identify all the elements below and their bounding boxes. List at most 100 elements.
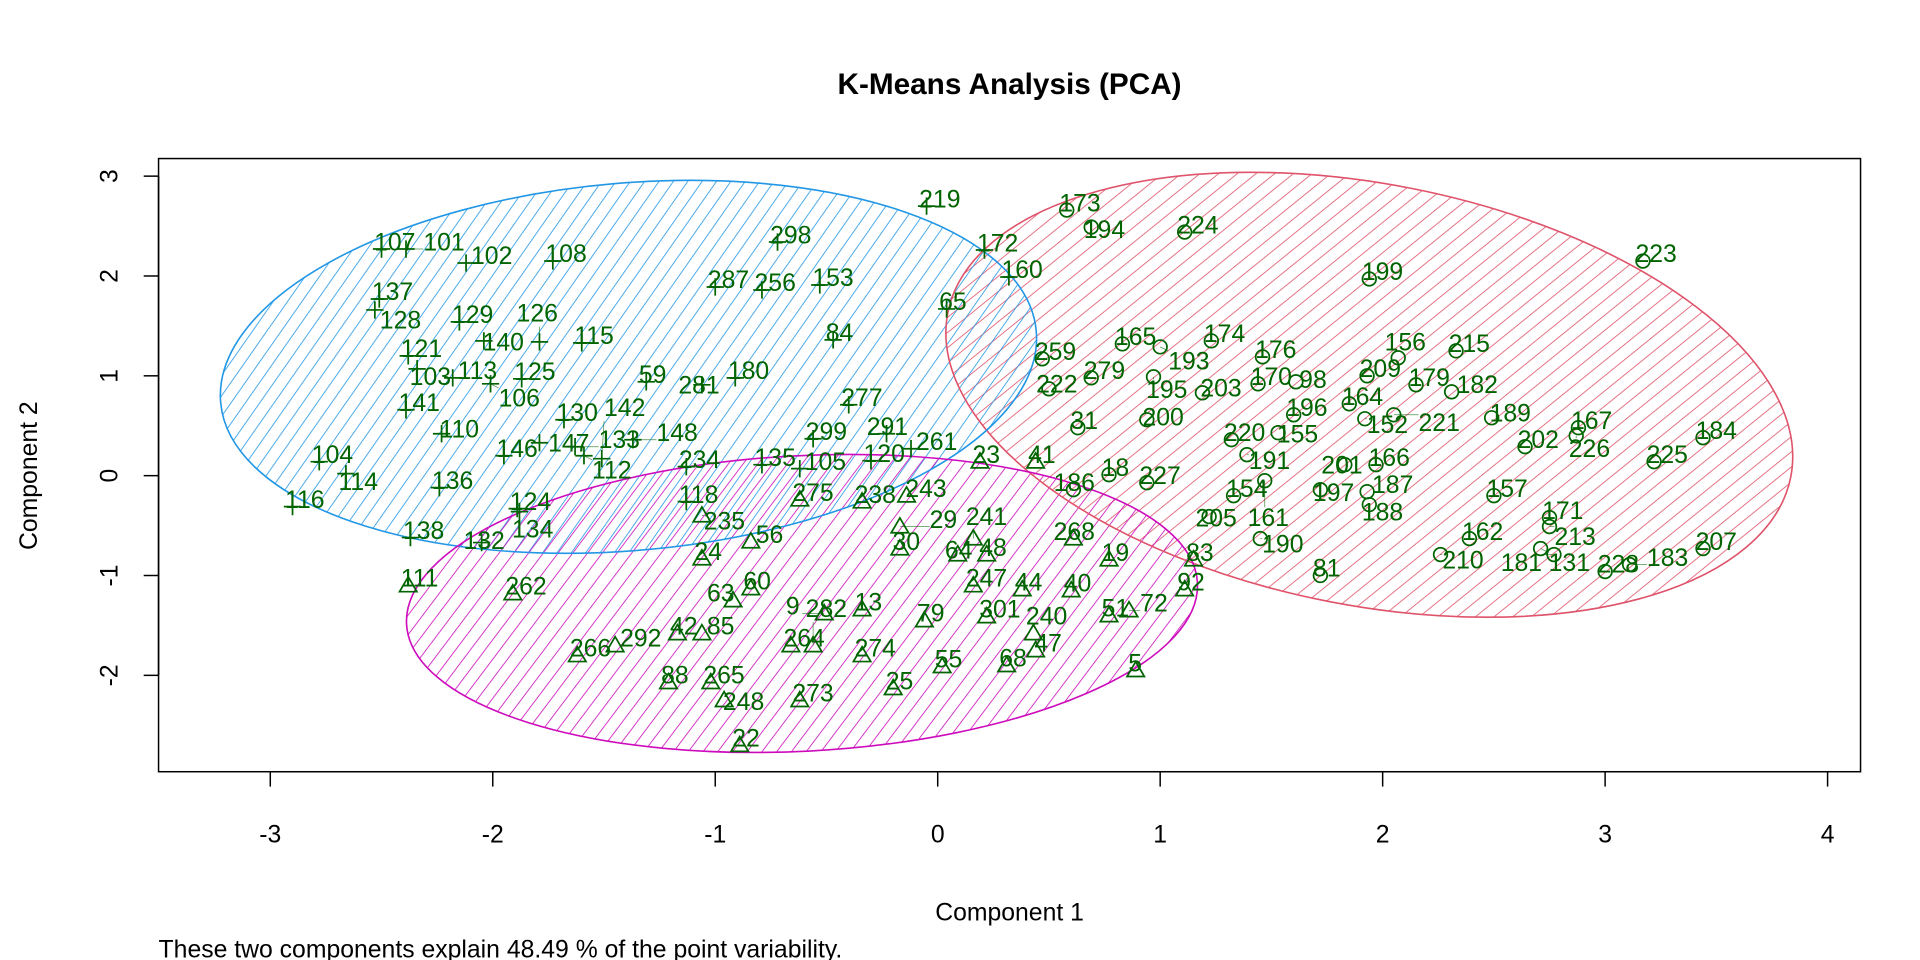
point-label: 64 <box>945 537 973 564</box>
data-point <box>398 575 419 593</box>
data-point <box>495 447 513 465</box>
data-point <box>1635 253 1651 269</box>
data-point <box>1201 508 1217 525</box>
triangle-marker <box>976 606 997 624</box>
data-point <box>1250 376 1266 392</box>
data-point <box>408 360 426 378</box>
x-tick-label: -2 <box>482 821 504 848</box>
point-label: 215 <box>1449 331 1490 358</box>
data-point <box>811 276 829 294</box>
data-point <box>883 677 904 696</box>
circle-marker <box>1541 518 1558 535</box>
data-point <box>740 531 762 549</box>
point-label: 30 <box>892 529 920 556</box>
point-label: 291 <box>867 414 908 441</box>
x-tick-label: 0 <box>931 821 945 848</box>
point-label: 56 <box>756 522 784 549</box>
point-label: 180 <box>728 358 769 385</box>
data-point <box>1125 659 1146 678</box>
circle-marker <box>1390 350 1406 366</box>
y-axis: -2 -1 0 1 2 3 <box>97 169 160 686</box>
triangle-marker <box>722 590 744 608</box>
point-label: 195 <box>1146 377 1187 404</box>
point-label: 13 <box>855 590 883 617</box>
data-point <box>573 334 591 352</box>
point-label: 259 <box>1035 339 1076 366</box>
point-label: 200 <box>1142 404 1183 431</box>
label-leader-lines <box>374 248 1647 646</box>
triangle-marker <box>691 505 713 523</box>
data-point <box>706 278 724 296</box>
circle-marker <box>1341 396 1357 412</box>
data-point <box>840 396 858 414</box>
plus-marker <box>677 458 695 476</box>
point-label: 137 <box>372 279 413 306</box>
triangle-marker <box>851 644 873 663</box>
triangle-marker <box>931 655 953 674</box>
data-point <box>969 451 991 469</box>
point-label: 44 <box>1015 570 1043 597</box>
triangle-marker <box>1061 580 1082 598</box>
triangle-marker <box>914 610 935 628</box>
point-label: 224 <box>1177 212 1219 239</box>
point-label: 153 <box>812 265 853 292</box>
triangle-marker <box>851 599 873 617</box>
data-point <box>963 575 984 593</box>
plus-marker <box>1000 268 1018 286</box>
data-point <box>1597 563 1613 580</box>
triangle-marker <box>814 603 835 621</box>
circle-marker <box>1532 540 1549 557</box>
data-point <box>917 197 936 215</box>
point-label: 132 <box>463 528 504 555</box>
data-point <box>1098 605 1120 623</box>
plus-marker <box>575 447 593 465</box>
data-point <box>667 623 688 641</box>
data-point <box>851 491 873 509</box>
plus-marker <box>508 499 526 518</box>
data-point <box>1012 579 1033 597</box>
point-label: 221 <box>1419 410 1460 437</box>
plus-marker <box>450 313 469 331</box>
data-point <box>722 590 744 608</box>
circle-marker <box>1225 487 1242 504</box>
plus-marker <box>840 396 858 414</box>
triangle-marker <box>780 635 802 653</box>
data-point <box>677 458 695 476</box>
y-tick-label: 2 <box>97 269 124 283</box>
point-label: 170 <box>1251 364 1292 391</box>
y-tick-label: 1 <box>97 369 124 383</box>
data-point <box>1357 411 1373 427</box>
data-point <box>1408 377 1424 393</box>
x-tick-label: 4 <box>1821 821 1835 848</box>
data-point <box>1225 487 1242 504</box>
point-label: 162 <box>1462 519 1503 546</box>
circle-marker <box>1152 339 1168 355</box>
triangle-marker <box>889 538 911 556</box>
data-point <box>544 252 562 270</box>
triangle-marker <box>1023 623 1044 641</box>
data-point <box>1368 457 1384 473</box>
point-label: 213 <box>1554 524 1595 551</box>
triangle-marker <box>398 575 419 593</box>
point-label: 135 <box>755 445 796 472</box>
point-label: 18 <box>1102 455 1130 482</box>
data-point <box>1063 528 1084 546</box>
point-label: 222 <box>1036 372 1077 399</box>
plus-marker <box>791 460 809 478</box>
data-point <box>1483 410 1500 426</box>
point-label: 220 <box>1224 420 1265 447</box>
triangle-marker <box>1098 549 1120 567</box>
point-label: 161 <box>1248 505 1289 532</box>
triangle-marker <box>963 575 984 593</box>
plus-marker <box>397 401 415 419</box>
y-axis-label: Component 2 <box>16 401 43 550</box>
point-label: 202 <box>1518 427 1559 454</box>
point-label: 265 <box>703 663 744 690</box>
point-label: 193 <box>1168 349 1209 376</box>
circle-marker <box>1203 333 1220 349</box>
point-label: 104 <box>312 442 354 469</box>
circle-marker <box>1541 509 1558 526</box>
data-point <box>700 671 721 690</box>
point-label: 102 <box>471 243 512 270</box>
circle-marker <box>1223 432 1240 448</box>
